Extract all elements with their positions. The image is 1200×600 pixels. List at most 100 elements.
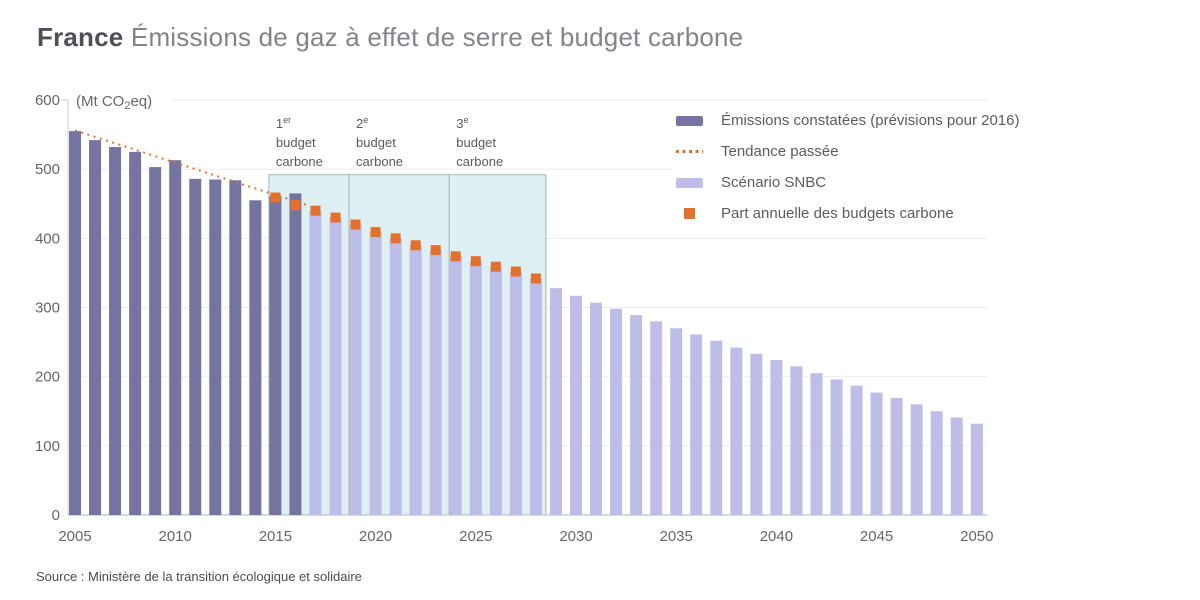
bar-2034 <box>650 321 663 515</box>
y-axis-unit-label: (Mt CO2eq) <box>76 93 152 112</box>
bar-2025 <box>469 261 482 515</box>
bar-2027 <box>509 271 522 515</box>
bar-2048 <box>930 411 943 515</box>
bar-2036 <box>690 334 703 515</box>
bar-2021 <box>389 238 402 516</box>
budget-marker-2023 <box>430 245 441 256</box>
bar-2033 <box>630 315 643 515</box>
budget-region-label-2: 2e <box>356 115 368 131</box>
budget-marker-2021 <box>390 233 401 244</box>
budget-region-label-3: budget <box>456 135 496 150</box>
bar-2026 <box>489 266 502 515</box>
bar-2011 <box>189 178 202 515</box>
source-caption: Source : Ministère de la transition écol… <box>36 569 362 584</box>
legend-label: Émissions constatées (prévisions pour 20… <box>721 112 1020 129</box>
budget-marker-2017 <box>310 205 321 216</box>
legend-label: Part annuelle des budgets carbone <box>721 205 954 222</box>
x-tick-label-2035: 2035 <box>660 528 693 545</box>
bar-2013 <box>229 180 242 515</box>
x-tick-label-2050: 2050 <box>960 528 993 545</box>
bar-2014 <box>249 200 262 515</box>
budget-marker-2016 <box>290 200 301 211</box>
bar-2008 <box>129 151 142 515</box>
bar-2005 <box>69 131 81 515</box>
bar-2035 <box>670 328 683 515</box>
x-tick-label-2045: 2045 <box>860 528 893 545</box>
budget-marker-2015 <box>270 192 281 203</box>
bar-2040 <box>770 360 783 515</box>
chart-legend: Émissions constatées (prévisions pour 20… <box>672 101 1030 235</box>
title-subject: Émissions de gaz à effet de serre et bud… <box>130 22 744 52</box>
y-tick-label-300: 300 <box>35 300 60 317</box>
budget-marker-2020 <box>370 227 381 238</box>
budget-region-label-1: budget <box>276 135 316 150</box>
bar-2044 <box>850 385 863 515</box>
bar-2019 <box>349 224 362 515</box>
x-tick-label-2030: 2030 <box>559 528 592 545</box>
title-country: France <box>37 22 124 52</box>
bar-2016 <box>289 193 302 515</box>
legend-item-tendance-passee: Tendance passée <box>676 136 1019 167</box>
bar-2009 <box>149 167 162 515</box>
page-title: France Émissions de gaz à effet de serre… <box>37 22 743 53</box>
bar-2043 <box>830 379 843 515</box>
budget-marker-2027 <box>510 266 521 277</box>
bar-2029 <box>549 288 562 515</box>
bar-2031 <box>590 302 603 515</box>
budget-region-label-2: budget <box>356 135 396 150</box>
y-tick-label-400: 400 <box>35 230 60 247</box>
y-tick-label-500: 500 <box>35 161 60 178</box>
dotted-trend-swatch-icon <box>676 150 703 153</box>
bar-2023 <box>429 250 442 515</box>
y-tick-label-600: 600 <box>35 92 60 109</box>
bar-2037 <box>710 340 723 515</box>
budget-marker-2026 <box>490 261 501 272</box>
budget-region-label-1: 1er <box>276 115 291 131</box>
budget-region-label-1: carbone <box>276 154 323 169</box>
bar-2030 <box>570 295 582 515</box>
legend-label: Tendance passée <box>721 143 839 160</box>
budget-marker-swatch-icon <box>684 208 695 219</box>
x-tick-label-2010: 2010 <box>159 528 192 545</box>
x-tick-label-2005: 2005 <box>58 528 91 545</box>
x-tick-label-2020: 2020 <box>359 528 392 545</box>
legend-label: Scénario SNBC <box>721 174 827 191</box>
bar-2024 <box>449 256 462 515</box>
y-tick-label-100: 100 <box>35 438 60 455</box>
bar-2020 <box>369 232 382 515</box>
budget-region-label-3: carbone <box>456 154 503 169</box>
x-tick-label-2025: 2025 <box>459 528 492 545</box>
y-tick-label-200: 200 <box>35 369 60 386</box>
bar-2010 <box>169 160 182 516</box>
observed-bar-swatch-icon <box>676 115 703 126</box>
x-tick-label-2040: 2040 <box>760 528 793 545</box>
budget-region-label-2: carbone <box>356 154 403 169</box>
bar-2046 <box>890 398 903 515</box>
bar-2038 <box>730 347 743 515</box>
budget-marker-2024 <box>450 251 461 262</box>
bar-2049 <box>950 417 963 515</box>
snbc-bar-swatch-icon <box>676 177 703 188</box>
budget-marker-2018 <box>330 212 341 223</box>
legend-item-part-annuelle: Part annuelle des budgets carbone <box>676 198 1019 229</box>
bar-2007 <box>109 147 122 516</box>
budget-marker-2019 <box>350 219 361 230</box>
budget-marker-2028 <box>530 273 541 284</box>
bar-2047 <box>910 404 923 515</box>
budget-marker-2025 <box>470 256 481 267</box>
bar-2022 <box>409 245 422 515</box>
legend-item-emissions-constatees: Émissions constatées (prévisions pour 20… <box>676 105 1019 136</box>
bar-2039 <box>750 353 763 515</box>
bar-2015 <box>269 196 282 515</box>
bar-2045 <box>870 392 883 515</box>
bar-2006 <box>89 140 102 515</box>
budget-region-label-3: 3e <box>456 115 468 131</box>
bar-2041 <box>790 366 803 515</box>
bar-2018 <box>329 217 342 516</box>
bar-2028 <box>529 278 542 515</box>
bar-2050 <box>970 423 983 515</box>
bar-2032 <box>610 308 623 515</box>
bar-2017 <box>309 210 322 515</box>
